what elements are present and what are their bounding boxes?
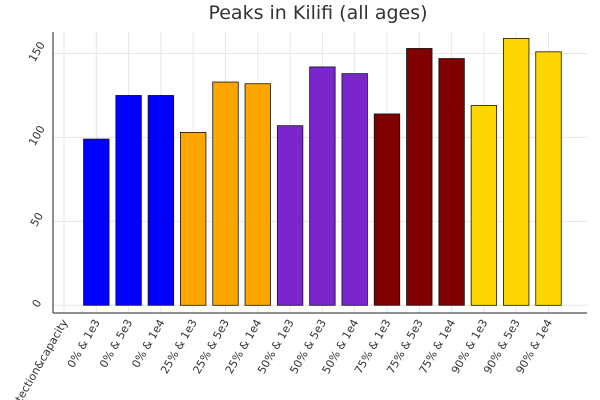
bar-15 [535,51,562,306]
y-tick-labels: 0 50 100 150 [26,39,48,309]
bar-11 [406,48,433,306]
bars [83,37,562,306]
bar-12 [438,58,465,306]
y-tick-label-0: 0 [30,297,45,310]
bar-4 [180,131,207,306]
chart-title: Peaks in Kilifi (all ages) [208,2,427,24]
bar-8 [309,66,336,306]
y-tick-label-100: 100 [26,123,48,148]
bar-10 [373,113,401,306]
bar-1 [83,138,110,306]
bar-6 [244,83,271,306]
x-tick-label-0: detection&capacity [6,317,71,400]
bar-5 [212,81,239,306]
bar-7 [276,125,304,306]
bar-9 [341,73,368,306]
bar-14 [503,37,530,306]
bar-13 [470,105,498,306]
y-tick-label-150: 150 [26,39,48,64]
y-tick-label-50: 50 [28,210,46,229]
bar-3 [147,95,175,306]
bar-2 [115,95,142,306]
axes [52,32,587,314]
